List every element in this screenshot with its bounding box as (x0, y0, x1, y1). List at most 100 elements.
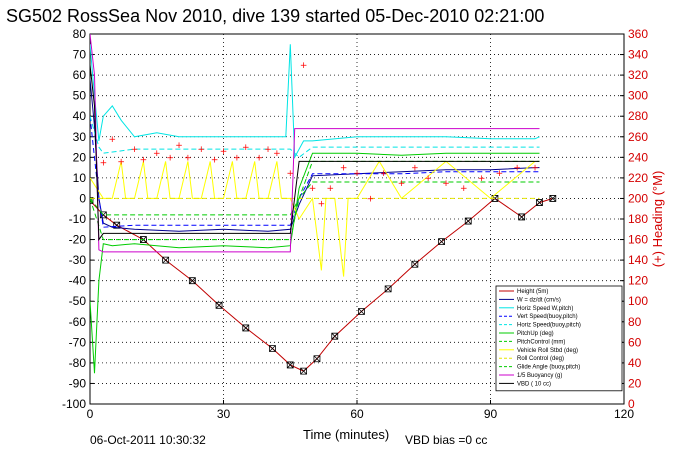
right-tick-label: 160 (628, 233, 648, 247)
y-tick-label: -100 (62, 397, 86, 411)
series-w-dz-dt-cm-s-line (90, 79, 540, 232)
series-heading-m-point: + (340, 164, 348, 174)
series-height-5m-point (269, 345, 276, 352)
series-height-5m-point (162, 256, 170, 264)
series-height-5m-point (331, 332, 339, 340)
series-heading-m-point: + (273, 149, 281, 159)
right-axis-label: (+) Heading (°M) (650, 171, 665, 268)
legend-entry: PitchControl (mm) (517, 339, 565, 345)
legend-entry: W = dz/dt (cm/s) (517, 297, 561, 303)
series-height-5m-point (411, 260, 419, 268)
series-height-5m-line (90, 197, 553, 372)
series-heading-m-point: + (496, 169, 504, 179)
right-tick-label: 240 (628, 150, 648, 164)
right-tick-label: 220 (628, 171, 648, 185)
right-tick-label: 260 (628, 130, 648, 144)
right-tick-label: 280 (628, 109, 648, 123)
series-1-5-buoyancy-g-line (90, 34, 540, 253)
y-tick-label: -50 (69, 294, 87, 308)
y-tick-label: 70 (73, 48, 87, 62)
series-height-5m-point (464, 217, 472, 225)
series-heading-m-point: + (367, 194, 375, 204)
series-heading-m-point: + (380, 169, 388, 179)
series-horiz-speed-w-pitch-line (90, 44, 540, 160)
y-tick-label: -80 (69, 356, 87, 370)
x-tick-label: 60 (350, 407, 364, 421)
series-heading-m-point: + (117, 157, 125, 167)
right-tick-label: 40 (628, 356, 642, 370)
x-tick-label: 120 (614, 407, 634, 421)
right-tick-label: 0 (628, 397, 635, 411)
right-tick-label: 80 (628, 315, 642, 329)
y-tick-label: -40 (69, 274, 87, 288)
legend-entry: Horiz Speed W,pitch) (517, 306, 573, 312)
y-tick-label: -20 (69, 233, 87, 247)
timestamp-label: 06-Oct-2011 10:30:32 (90, 433, 206, 447)
series-heading-m-point: + (300, 61, 308, 71)
y-tick-label: 20 (73, 150, 87, 164)
legend-box (495, 285, 623, 392)
series-height-5m-point (242, 324, 250, 332)
series-heading-m-point: + (286, 169, 294, 179)
series-heading-m-point: + (108, 135, 116, 145)
right-tick-label: 340 (628, 48, 648, 62)
x-tick-label: 0 (87, 407, 94, 421)
legend: Height (5m) W = dz/dt (cm/s) Horiz Speed W… (495, 285, 623, 392)
series-heading-m-point: + (478, 174, 486, 184)
y-tick-label: -60 (69, 315, 87, 329)
x-axis-label: Time (minutes) (303, 427, 389, 442)
series-height-5m-point (300, 367, 307, 375)
series-lines: ++++++ ++++++++++ ++++++++++++++++++ + (90, 34, 557, 375)
series-heading-m-point: + (309, 184, 317, 194)
right-axis-ticks: 0 20 40 60 80 100 120 140 160 180 200 220 240 260 280 3… (620, 27, 648, 411)
series-horiz-speed-buoy-pitch-line (90, 116, 540, 158)
vbd-bias-label: VBD bias =0 cc (405, 433, 487, 447)
y-tick-label: -70 (69, 335, 87, 349)
y-tick-label: 50 (73, 89, 87, 103)
right-tick-label: 140 (628, 253, 648, 267)
series-heading-m-point: + (531, 164, 539, 174)
series-height-5m-point (313, 355, 321, 363)
series-heading-m-point: + (411, 164, 419, 174)
right-tick-label: 180 (628, 212, 648, 226)
series-vbd-10-cc-line (90, 64, 540, 242)
legend-entry: Height (5m) (517, 289, 548, 295)
y-tick-label: 40 (73, 109, 87, 123)
y-tick-label: -10 (69, 212, 87, 226)
legend-entry: Horiz Speed(buoy,pitch) (517, 323, 581, 329)
series-heading-m-point: + (131, 145, 139, 155)
series-heading-m-point: + (442, 179, 450, 189)
series-heading-m-point: + (242, 143, 250, 153)
right-tick-label: 100 (628, 294, 648, 308)
series-heading-m-point: + (233, 153, 241, 163)
series-heading-m-point: + (140, 155, 148, 165)
series-height-5m-point (215, 301, 223, 309)
series-heading-m-point: + (220, 147, 228, 157)
series-heading-m-point: + (327, 184, 335, 194)
series-pitchup-deg-line (90, 152, 540, 374)
legend-entry: 1/5 Buoyancy (g) (517, 373, 562, 379)
legend-entry: Roll Control (deg) (517, 356, 564, 362)
right-tick-label: 120 (628, 274, 648, 288)
series-glide-angle-buoy-pitch-line (90, 160, 540, 241)
series-heading-m-point: + (175, 141, 183, 151)
chart-title: SG502 RossSea Nov 2010, dive 139 started… (6, 6, 544, 26)
series-pitchcontrol-mm-line (90, 181, 540, 216)
series-vert-speed-buoy-pitch-line (90, 116, 540, 228)
series-vehicle-roll-stbd-deg-line (90, 160, 536, 277)
right-tick-label: 300 (628, 89, 648, 103)
legend-entry: Vert Speed(buoy,pitch) (517, 314, 578, 320)
y-tick-label: -90 (69, 376, 87, 390)
right-tick-label: 200 (628, 191, 648, 205)
y-tick-label: 0 (79, 191, 86, 205)
series-height-5m-point (518, 213, 526, 221)
series-heading-m-point: + (318, 200, 326, 210)
x-tick-label: 90 (484, 407, 498, 421)
x-tick-label: 30 (217, 407, 231, 421)
y-tick-label: 30 (73, 130, 87, 144)
series-heading-m-point: + (424, 174, 432, 184)
series-heading-m-point: + (513, 164, 521, 174)
legend-entry: Vehicle Roll Stbd (deg) (517, 348, 578, 354)
series-heading-m-point: + (166, 153, 174, 163)
